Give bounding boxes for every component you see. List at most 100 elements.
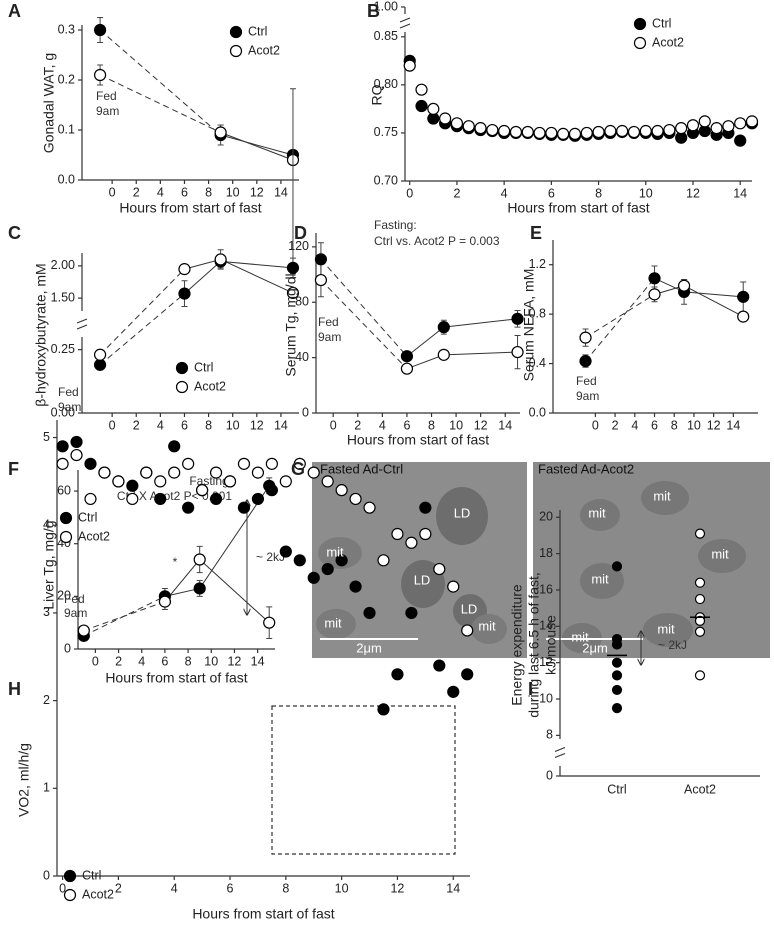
data-point — [694, 615, 706, 626]
data-point — [651, 124, 664, 138]
highlight-box — [271, 705, 456, 855]
y-tick-label: 8 — [546, 728, 553, 742]
data-point — [604, 124, 617, 138]
legend-label: Ctrl — [78, 510, 97, 524]
panel-letter: E — [530, 223, 542, 243]
mitochondrion — [580, 499, 620, 531]
x-tick-label: Acot2 — [684, 782, 716, 796]
y-tick-label: 0.70 — [374, 173, 398, 187]
y-tick-label: 0.75 — [374, 125, 398, 139]
y-tick-label: 0.85 — [374, 29, 398, 43]
annotation: Fed — [576, 374, 597, 388]
data-point — [419, 527, 432, 541]
data-point — [710, 122, 723, 135]
data-point — [70, 448, 83, 462]
y-tick-label: 14 — [539, 619, 553, 633]
data-point — [251, 492, 265, 506]
data-point — [415, 83, 428, 96]
y-tick-label: 0.0 — [58, 172, 75, 186]
annotation: Fed — [64, 592, 85, 606]
series-line — [220, 134, 294, 156]
x-tick-label: 4 — [501, 186, 508, 200]
data-point — [56, 457, 69, 470]
x-tick-label: 2 — [453, 186, 460, 200]
data-point — [279, 545, 292, 558]
data-point — [509, 125, 523, 139]
mitochondrion — [318, 537, 362, 569]
legend-label: Ctrl — [82, 868, 101, 882]
data-point — [335, 554, 348, 567]
annotation: Fasting: — [374, 218, 417, 232]
x-tick-label: 12 — [707, 418, 721, 432]
x-tick-label: 14 — [726, 418, 740, 432]
data-point — [140, 466, 153, 479]
x-tick-label: 10 — [226, 185, 240, 199]
data-point — [314, 253, 328, 266]
x-axis-label: Hours from start of fast — [119, 200, 261, 216]
series-line — [585, 293, 655, 339]
panel-letter: B — [367, 1, 380, 21]
annotation: Fed — [58, 385, 79, 399]
axis-break — [554, 752, 566, 759]
data-point — [734, 117, 747, 130]
data-point — [698, 115, 711, 128]
data-point — [437, 321, 450, 334]
micrograph-backgrounds — [312, 462, 770, 658]
y-axis-label: during last 6.5 h of fast, — [526, 572, 542, 718]
y-tick-label: 1.00 — [374, 0, 398, 13]
y-axis-label: Energy expenditure — [509, 584, 525, 706]
data-point — [182, 457, 195, 470]
data-point — [675, 122, 688, 135]
y-axis-label: VO2, ml/h/g — [16, 743, 32, 817]
x-tick-label: 4 — [631, 418, 638, 432]
data-point — [56, 440, 69, 453]
data-point — [533, 126, 546, 140]
annotation: Fed — [318, 315, 339, 329]
x-tick-label: 10 — [639, 186, 653, 200]
x-tick-label: 6 — [548, 186, 555, 200]
y-tick-label: 18 — [539, 546, 553, 560]
y-axis-label: β-hydroxybutyrate, mM — [33, 263, 49, 406]
data-point — [335, 484, 348, 497]
axis-break — [399, 23, 411, 29]
data-point — [93, 23, 107, 37]
data-point — [694, 626, 706, 637]
x-tick-label: 12 — [390, 881, 404, 895]
x-tick-label: 2 — [115, 654, 122, 668]
x-tick-label: 4 — [157, 185, 164, 199]
y-tick-label: 4 — [43, 518, 50, 532]
y-tick-label: 40 — [295, 350, 309, 364]
series-line — [99, 29, 221, 136]
data-point — [461, 624, 474, 637]
x-tick-label: 8 — [185, 654, 192, 668]
y-tick-label: 10 — [539, 691, 553, 705]
y-tick-label: 12 — [539, 655, 553, 669]
x-tick-label: 6 — [651, 418, 658, 432]
data-point — [286, 286, 300, 300]
data-point — [214, 253, 227, 266]
legend-marker — [633, 17, 647, 31]
y-tick-label: 2 — [43, 693, 50, 707]
data-point — [580, 126, 593, 140]
y-axis-label: Gonadal WAT, g — [41, 53, 57, 153]
data-point — [112, 475, 125, 488]
data-point — [545, 126, 558, 140]
series-line — [320, 258, 408, 357]
data-point — [616, 124, 629, 138]
x-tick-label: 8 — [595, 186, 602, 200]
x-tick-label: 14 — [446, 881, 460, 895]
x-tick-label: 0 — [592, 418, 599, 432]
annotation: 9am — [576, 389, 599, 403]
image-label: mit — [711, 546, 729, 561]
data-point — [193, 582, 206, 595]
y-tick-label: 120 — [288, 239, 309, 253]
x-tick-label: 14 — [251, 654, 265, 668]
x-tick-label: 4 — [157, 418, 164, 432]
data-point — [461, 668, 474, 681]
series-line — [654, 277, 744, 298]
y-axis-label: Liver Tg, mg/g — [41, 520, 57, 609]
series-line — [220, 132, 294, 161]
image-label: mit — [653, 488, 671, 503]
x-tick-label: 2 — [133, 418, 140, 432]
